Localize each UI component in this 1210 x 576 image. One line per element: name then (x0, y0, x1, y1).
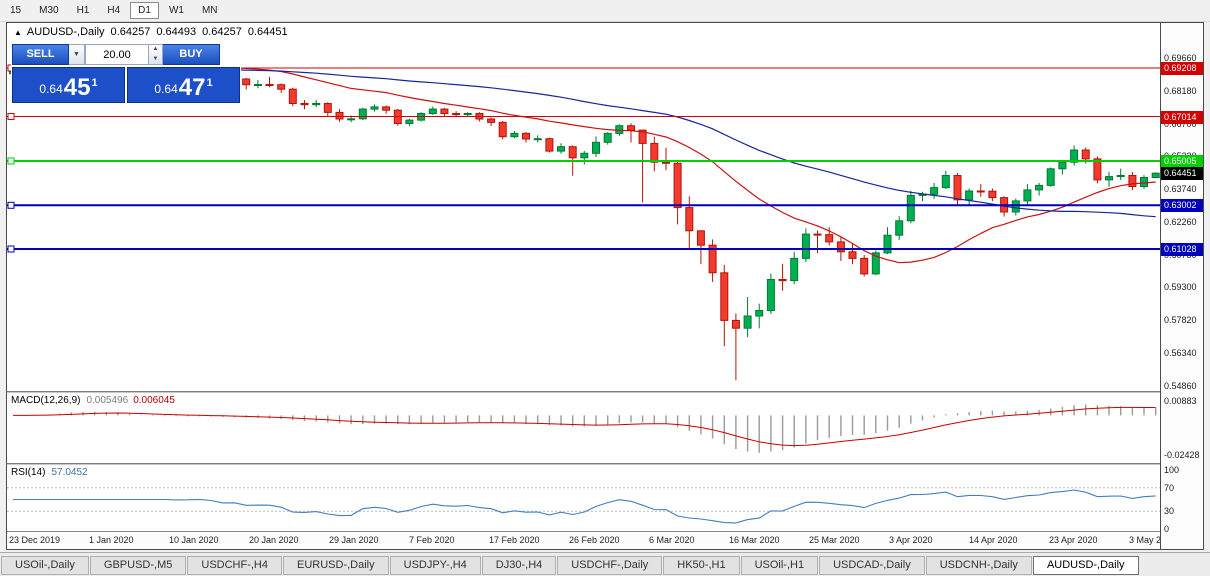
price-tick-label: 0.56340 (1164, 348, 1197, 358)
timeframe-buttons: 15M30H1H4D1W1MN (2, 2, 228, 19)
timeframe-toolbar: 15M30H1H4D1W1MN (0, 0, 1210, 22)
timeframe-button-mn[interactable]: MN (194, 2, 226, 19)
date-tick-label: 23 Apr 2020 (1049, 535, 1098, 545)
chart-tab[interactable]: AUDUSD-,Daily (1033, 556, 1139, 575)
chart-tab-bar: USOil-,DailyGBPUSD-,M5USDCHF-,H4EURUSD-,… (0, 552, 1210, 576)
date-tick-label: 6 Mar 2020 (649, 535, 695, 545)
bid-prefix: 0.64 (39, 82, 62, 96)
chart-tab[interactable]: HK50-,H1 (663, 556, 739, 575)
rsi-tick-label: 70 (1164, 483, 1174, 493)
rsi-tick-label: 100 (1164, 465, 1179, 475)
chart-tab[interactable]: USDCNH-,Daily (926, 556, 1032, 575)
volume-dropdown-icon[interactable]: ▼ (69, 44, 85, 65)
price-tick-label: 0.68180 (1164, 86, 1197, 96)
macd-signal-value: 0.006045 (133, 395, 175, 406)
chart-tab[interactable]: GBPUSD-,M5 (90, 556, 186, 575)
date-tick-label: 3 Apr 2020 (889, 535, 933, 545)
chart-plot-area[interactable]: ▲AUDUSD-,Daily0.642570.644930.642570.644… (7, 23, 1160, 549)
rsi-label: RSI(14)57.0452 (11, 467, 88, 478)
bid-pipette: 1 (91, 77, 97, 89)
volume-stepper: ▲ ▼ (149, 44, 163, 65)
ask-prefix: 0.64 (154, 82, 177, 96)
chart-tab[interactable]: USDCHF-,H4 (187, 556, 282, 575)
ohlc-low: 0.64257 (202, 26, 242, 38)
date-tick-label: 1 Jan 2020 (89, 535, 134, 545)
price-tick-label: 0.62260 (1164, 217, 1197, 227)
ask-big-digits: 47 (179, 77, 206, 99)
ask-pipette: 1 (206, 77, 212, 89)
current-price-badge: 0.64451 (1161, 167, 1203, 180)
chart-tab[interactable]: USOil-,Daily (1, 556, 89, 575)
chart-frame: ▲AUDUSD-,Daily0.642570.644930.642570.644… (6, 22, 1204, 550)
level-price-badge: 0.61028 (1161, 243, 1203, 256)
level-price-badge: 0.65005 (1161, 155, 1203, 168)
trading-terminal-window: 15M30H1H4D1W1MN ▲ AUDUSD-,Daily 0.64257 0.6… (0, 0, 1210, 576)
chart-tab[interactable]: USDJPY-,H4 (390, 556, 481, 575)
chart-tab[interactable]: EURUSD-,Daily (283, 556, 389, 575)
date-tick-label: 14 Apr 2020 (969, 535, 1018, 545)
chart-tab[interactable]: USDCAD-,Daily (819, 556, 925, 575)
ask-price-box[interactable]: 0.64 47 1 (127, 67, 240, 103)
price-tick-label: 0.59300 (1164, 282, 1197, 292)
macd-tick-label: -0.02428 (1164, 450, 1200, 460)
timeframe-button-h1[interactable]: H1 (69, 2, 98, 19)
level-price-badge: 0.67014 (1161, 111, 1203, 124)
chart-title: ▲ AUDUSD-,Daily 0.64257 0.64493 0.64257 0.644… (11, 26, 291, 38)
timeframe-button-d1[interactable]: D1 (130, 2, 159, 19)
rsi-tick-label: 30 (1164, 506, 1174, 516)
price-chart-pane[interactable]: ▲AUDUSD-,Daily0.642570.644930.642570.644… (7, 23, 1160, 391)
rsi-tick-label: 0 (1164, 524, 1169, 534)
rsi-value: 57.0452 (51, 467, 87, 478)
price-axis[interactable]: 0.696600.681800.667000.652200.637400.622… (1160, 23, 1203, 549)
bid-price-box[interactable]: 0.64 45 1 (12, 67, 125, 103)
timeframe-button-h4[interactable]: H4 (99, 2, 128, 19)
timeframe-button-m30[interactable]: M30 (31, 2, 66, 19)
chart-tab[interactable]: USDCHF-,Daily (557, 556, 662, 575)
date-tick-label: 16 Mar 2020 (729, 535, 780, 545)
volume-up-icon[interactable]: ▲ (149, 45, 162, 55)
chart-symbol-label: AUDUSD-,Daily (27, 26, 105, 38)
ohlc-close: 0.64451 (248, 26, 288, 38)
buy-button[interactable]: BUY (163, 44, 220, 65)
price-tick-label: 0.57820 (1164, 315, 1197, 325)
price-tick-label: 0.54860 (1164, 381, 1197, 391)
macd-label: MACD(12,26,9)0.0054960.006045 (11, 395, 175, 406)
macd-main-value: 0.005496 (86, 395, 128, 406)
date-tick-label: 25 Mar 2020 (809, 535, 860, 545)
level-price-badge: 0.63002 (1161, 199, 1203, 212)
ohlc-open: 0.64257 (111, 26, 151, 38)
timeframe-button-15[interactable]: 15 (2, 2, 29, 19)
date-tick-label: 20 Jan 2020 (249, 535, 299, 545)
chart-tab[interactable]: DJ30-,H4 (482, 556, 556, 575)
level-price-badge: 0.69208 (1161, 62, 1203, 75)
bid-big-digits: 45 (64, 77, 91, 99)
macd-chart[interactable] (7, 393, 1160, 463)
date-tick-label: 23 Dec 2019 (9, 535, 60, 545)
chart-tab[interactable]: USOil-,H1 (741, 556, 819, 575)
date-tick-label: 26 Feb 2020 (569, 535, 620, 545)
sell-button[interactable]: SELL (12, 44, 69, 65)
volume-input[interactable] (85, 44, 149, 65)
macd-tick-label: 0.00883 (1164, 396, 1197, 406)
macd-indicator-pane[interactable]: MACD(12,26,9)0.0054960.006045 (7, 393, 1160, 463)
rsi-indicator-pane[interactable]: RSI(14)57.0452 (7, 465, 1160, 531)
date-tick-label: 7 Feb 2020 (409, 535, 455, 545)
date-axis[interactable]: 23 Dec 2019 1 Jan 2020 10 Jan 2020 20 Jan 2… (7, 531, 1160, 549)
ohlc-high: 0.64493 (156, 26, 196, 38)
date-tick-label: 10 Jan 2020 (169, 535, 219, 545)
one-click-trading-panel: SELL ▼ ▲ ▼ BUY 0.64 45 1 (11, 43, 241, 104)
price-tick-label: 0.63740 (1164, 184, 1197, 194)
volume-down-icon[interactable]: ▼ (149, 55, 162, 65)
timeframe-button-w1[interactable]: W1 (161, 2, 192, 19)
one-click-collapse-icon[interactable]: ▲ (14, 28, 22, 37)
date-tick-label: 29 Jan 2020 (329, 535, 379, 545)
date-tick-label: 17 Feb 2020 (489, 535, 540, 545)
rsi-chart[interactable] (7, 465, 1160, 531)
